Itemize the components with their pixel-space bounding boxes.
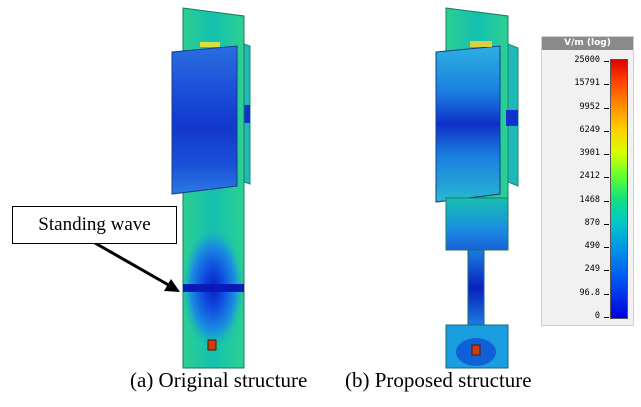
narrow-neck-b [467,249,485,327]
legend-title: V/m (log) [542,37,633,50]
standing-wave-callout: Standing wave [12,206,177,244]
lower-section-b [445,197,509,251]
legend-tick-mark [604,130,609,132]
legend-tick-mark [604,177,609,179]
legend-tick-label: 25000 [574,55,600,65]
legend-tick-mark [604,84,609,86]
legend-tick-label: 1468 [579,194,600,205]
legend-tick-label: 9952 [579,101,600,112]
legend-tick-label: 2412 [579,171,600,182]
legend-tick-mark [604,154,609,156]
legend-tick-label: 3901 [579,148,600,159]
caption-original: (a) Original structure [130,368,308,392]
legend-tick-label: 15791 [574,78,600,89]
caption-proposed: (b) Proposed structure [345,368,532,392]
original-structure-view [171,7,251,369]
color-bar [610,59,628,319]
legend-tick-label: 870 [584,217,600,228]
legend-tick-label: 490 [584,241,600,252]
legend-tick-mark [604,200,609,202]
callout-arrow [94,241,180,292]
legend-tick-mark [604,61,609,62]
wave-null-band [183,284,244,292]
plate-top-hotspot-b [470,41,492,47]
feed-port-a [207,339,217,351]
legend-tick-mark [604,247,609,249]
plate-top-hotspot-a [200,42,220,47]
back-plate-hotline-b [506,110,518,126]
color-scale-legend: V/m (log) 25000 15791 9952 6249 3901 2412 1468… [541,36,634,326]
legend-tick-label: 0 [594,311,600,321]
legend-tick-label: 96.8 [579,287,600,298]
legend-tick-mark [604,270,609,272]
legend-tick-label: 6249 [579,124,600,135]
feed-port-b [471,344,481,356]
front-plate-b [435,45,501,203]
legend-tick-mark [604,107,609,109]
legend-tick-mark [604,317,609,318]
legend-tick-label: 249 [584,264,600,275]
legend-tick-mark [604,293,609,295]
proposed-structure-view [435,7,519,369]
front-plate-a [171,45,238,195]
legend-tick-mark [604,223,609,225]
